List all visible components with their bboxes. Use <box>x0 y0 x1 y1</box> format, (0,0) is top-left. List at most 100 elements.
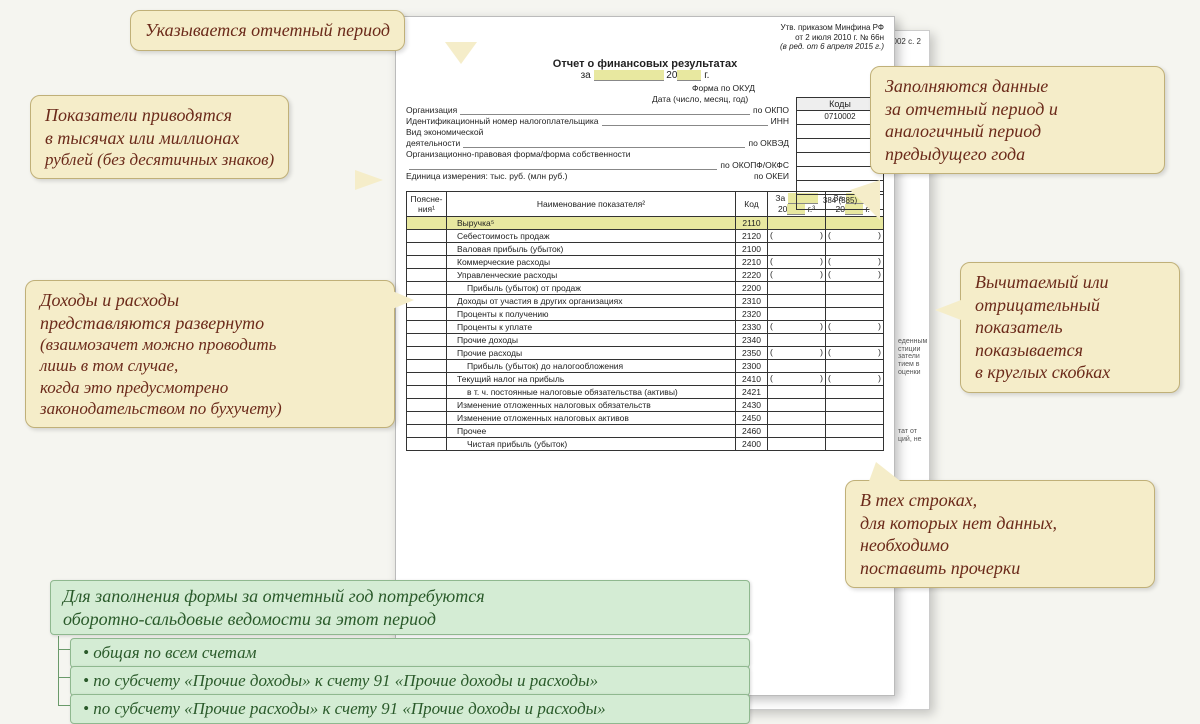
callout-neg-tail <box>935 300 961 320</box>
callout-fill: Заполняются данные за отчетный период и … <box>870 66 1165 174</box>
cell-code: 2210 <box>736 256 768 269</box>
cell-code: 2450 <box>736 412 768 425</box>
table-row: Прочие доходы2340 <box>407 334 884 347</box>
approval-block: Утв. приказом Минфина РФ от 2 июля 2010 … <box>406 23 884 52</box>
cell-expl <box>407 230 447 243</box>
callout-neg-l5: в круглых скобках <box>975 361 1165 384</box>
cell-name: Валовая прибыль (убыток) <box>447 243 736 256</box>
main-table: Поясне- ния¹ Наименование показателя² Ко… <box>406 191 884 452</box>
cell-expl <box>407 217 447 230</box>
label-okud: Форма по ОКУД <box>692 83 755 93</box>
table-row: Прочее2460 <box>407 425 884 438</box>
callout-dash-tail <box>868 462 904 484</box>
cell-name: Изменение отложенных налоговых активов <box>447 412 736 425</box>
cell-name: Управленческие расходы <box>447 269 736 282</box>
callout-fill-l1: Заполняются данные <box>885 75 1150 98</box>
back-page-header: 002 с. 2 <box>893 37 921 46</box>
table-row: Изменение отложенных налоговых обязатель… <box>407 399 884 412</box>
label-date: Дата (число, месяц, год) <box>652 94 748 104</box>
cell-expl <box>407 334 447 347</box>
callout-fill-l4: предыдущего года <box>885 143 1150 166</box>
subtitle-mid: 20 <box>666 70 677 81</box>
code-okved <box>797 167 883 181</box>
label-econ1: Вид экономической <box>406 127 483 137</box>
th-code: Код <box>736 191 768 217</box>
cell-name: Выручка⁵ <box>447 217 736 230</box>
cell-code: 2430 <box>736 399 768 412</box>
callout-expand-tail <box>390 290 414 310</box>
cell-expl <box>407 347 447 360</box>
callout-period-text: Указывается отчетный период <box>145 20 390 40</box>
cell-value <box>826 438 884 451</box>
table-row: Изменение отложенных налоговых активов24… <box>407 412 884 425</box>
table-row: Прибыль (убыток) от продаж2200 <box>407 282 884 295</box>
label-okved: по ОКВЭД <box>748 138 789 148</box>
cell-value <box>826 360 884 373</box>
callout-units-l1: Показатели приводятся <box>45 104 274 127</box>
th-expl: Поясне- ния¹ <box>407 191 447 217</box>
cell-expl <box>407 269 447 282</box>
green-head-l1: Для заполнения формы за отчетный год пот… <box>63 585 737 608</box>
cell-code: 2200 <box>736 282 768 295</box>
cell-code: 2310 <box>736 295 768 308</box>
table-row: Выручка⁵2110 <box>407 217 884 230</box>
callout-dash-l2: для которых нет данных, <box>860 512 1140 535</box>
cell-value: () <box>768 347 826 360</box>
cell-value <box>768 360 826 373</box>
connector-3 <box>58 636 70 706</box>
cell-expl <box>407 438 447 451</box>
callout-dash-l1: В тех строках, <box>860 489 1140 512</box>
sidenote-1: еденным стиции затели тием в оценки <box>898 338 948 376</box>
cell-expl <box>407 243 447 256</box>
callout-units-l3: рублей (без десятичных знаков) <box>45 149 274 170</box>
callout-period: Указывается отчетный период <box>130 10 405 51</box>
cell-name: Коммерческие расходы <box>447 256 736 269</box>
cell-name: Прибыль (убыток) до налогообложения <box>447 360 736 373</box>
cell-expl <box>407 412 447 425</box>
cell-name: Прочее <box>447 425 736 438</box>
period-blank-1 <box>594 70 664 81</box>
callout-units: Показатели приводятся в тысячах или милл… <box>30 95 289 179</box>
cell-expl <box>407 425 447 438</box>
label-units: Единица измерения: тыс. руб. (млн руб.) <box>406 171 568 181</box>
callout-dash-l3: необходимо <box>860 534 1140 557</box>
cell-value: () <box>826 373 884 386</box>
th-name: Наименование показателя² <box>447 191 736 217</box>
callout-fill-tail <box>850 180 880 220</box>
cell-value <box>768 217 826 230</box>
green-head-l2: оборотно-сальдовые ведомости за этот пер… <box>63 608 737 631</box>
cell-name: Прочие доходы <box>447 334 736 347</box>
cell-value <box>826 386 884 399</box>
callout-negative: Вычитаемый или отрицательный показатель … <box>960 262 1180 393</box>
subtitle-suf: г. <box>704 70 709 81</box>
green-item-2: • по субсчету «Прочие доходы» к счету 91… <box>70 666 750 696</box>
callout-neg-l1: Вычитаемый или <box>975 271 1165 294</box>
callout-expand-l6: законодательством по бухучету) <box>40 398 380 419</box>
cell-value <box>768 334 826 347</box>
cell-name: Изменение отложенных налоговых обязатель… <box>447 399 736 412</box>
approval-l2: от 2 июля 2010 г. № 66н <box>406 33 884 43</box>
table-row: Текущий налог на прибыль2410()() <box>407 373 884 386</box>
cell-code: 2410 <box>736 373 768 386</box>
cell-value: () <box>768 373 826 386</box>
cell-name: Текущий налог на прибыль <box>447 373 736 386</box>
cell-value <box>826 282 884 295</box>
cell-expl <box>407 360 447 373</box>
table-row: Проценты к уплате2330()() <box>407 321 884 334</box>
green-header: Для заполнения формы за отчетный год пот… <box>50 580 750 635</box>
cell-value <box>768 399 826 412</box>
cell-code: 2110 <box>736 217 768 230</box>
callout-dashes: В тех строках, для которых нет данных, н… <box>845 480 1155 588</box>
table-row: Себестоимость продаж2120()() <box>407 230 884 243</box>
label-inn: ИНН <box>771 116 789 126</box>
cell-code: 2350 <box>736 347 768 360</box>
cell-name: Прибыль (убыток) от продаж <box>447 282 736 295</box>
cell-value <box>826 425 884 438</box>
subtitle-pre: за <box>581 70 591 81</box>
approval-l1: Утв. приказом Минфина РФ <box>406 23 884 33</box>
callout-expand-l2: представляются развернуто <box>40 312 380 335</box>
cell-value: () <box>768 269 826 282</box>
label-okei: по ОКЕИ <box>754 171 789 181</box>
table-row: Проценты к получению2320 <box>407 308 884 321</box>
cell-value: () <box>826 321 884 334</box>
